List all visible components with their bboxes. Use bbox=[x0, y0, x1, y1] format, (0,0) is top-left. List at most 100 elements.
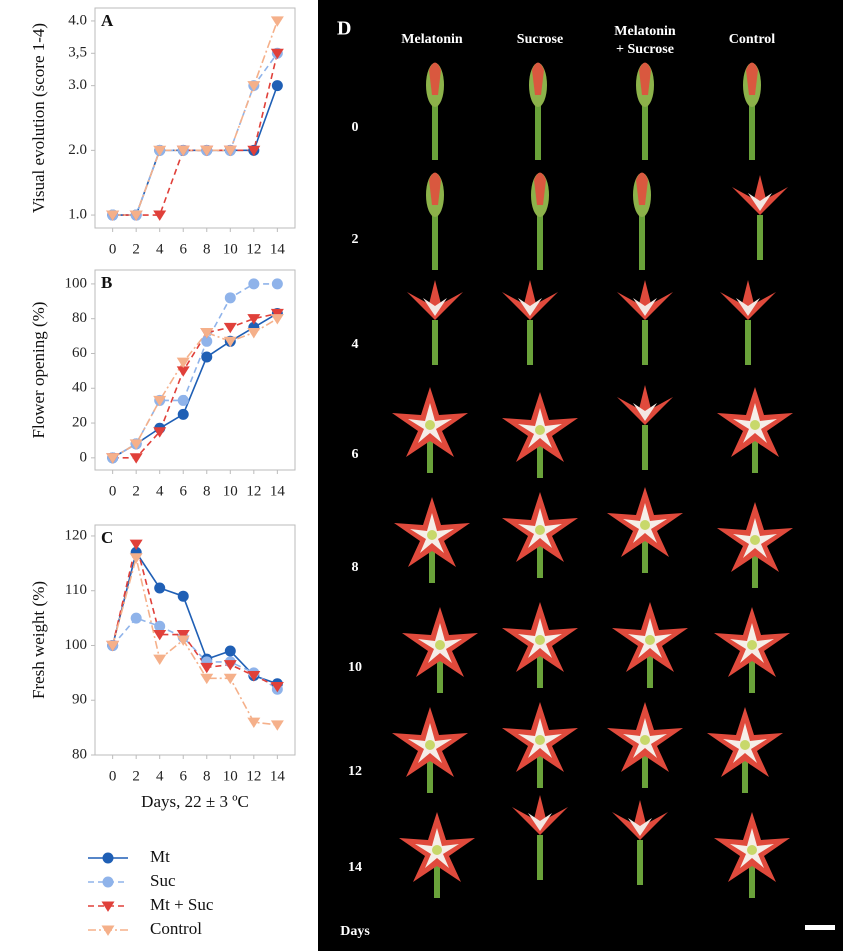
marker bbox=[154, 582, 166, 594]
x-tick-label: 8 bbox=[203, 768, 211, 784]
series-line bbox=[112, 312, 278, 459]
legend-marker bbox=[102, 852, 114, 864]
row-label: 10 bbox=[348, 660, 362, 675]
marker bbox=[200, 145, 214, 157]
marker bbox=[129, 539, 143, 551]
marker bbox=[247, 717, 261, 728]
y-tick-label: 0 bbox=[80, 449, 88, 465]
x-tick-label: 12 bbox=[246, 241, 261, 257]
series-line bbox=[112, 283, 278, 459]
y-tick-label: 3,5 bbox=[68, 45, 87, 61]
marker bbox=[176, 629, 190, 641]
marker bbox=[153, 395, 167, 407]
x-tick-label: 0 bbox=[109, 241, 117, 257]
marker bbox=[200, 662, 214, 674]
marker bbox=[153, 145, 167, 157]
row-label: 0 bbox=[352, 120, 359, 135]
marker bbox=[176, 357, 190, 369]
y-tick-label: 4.0 bbox=[68, 12, 87, 28]
photo-background bbox=[318, 0, 843, 951]
marker bbox=[247, 314, 261, 325]
x-tick-label: 10 bbox=[223, 483, 238, 499]
x-tick-label: 2 bbox=[132, 241, 140, 257]
marker bbox=[201, 335, 213, 347]
legend-marker bbox=[101, 925, 115, 936]
marker bbox=[224, 292, 236, 304]
series-line bbox=[112, 52, 278, 216]
legend-label: Mt + Suc bbox=[150, 895, 214, 914]
row-label: 2 bbox=[352, 232, 359, 247]
column-header: Control bbox=[729, 32, 776, 47]
y-tick-label: 40 bbox=[72, 380, 87, 396]
marker bbox=[129, 439, 143, 450]
marker bbox=[153, 427, 167, 438]
x-tick-label: 8 bbox=[203, 241, 211, 257]
x-tick-label: 8 bbox=[203, 483, 211, 499]
column-header: + Sucrose bbox=[616, 42, 674, 57]
y-tick-label: 2.0 bbox=[68, 142, 87, 158]
marker bbox=[271, 80, 283, 92]
panel-letter: D bbox=[337, 18, 351, 40]
y-tick-label: 20 bbox=[72, 414, 87, 430]
marker bbox=[247, 81, 261, 92]
x-tick-label: 0 bbox=[109, 768, 117, 784]
y-tick-label: 90 bbox=[72, 692, 87, 708]
column-header: Sucrose bbox=[517, 32, 563, 47]
marker bbox=[177, 590, 189, 602]
series-line bbox=[112, 318, 278, 459]
marker bbox=[129, 453, 143, 464]
y-tick-label: 100 bbox=[65, 637, 88, 653]
y-tick-label: 110 bbox=[65, 582, 87, 598]
marker bbox=[153, 210, 167, 221]
y-axis-label: Fresh weight (%) bbox=[29, 581, 48, 699]
plot-frame bbox=[94, 269, 296, 471]
row-label: 8 bbox=[352, 560, 359, 575]
scale-bar bbox=[805, 925, 835, 930]
plot-frame bbox=[94, 7, 296, 229]
y-axis-label: Flower opening (%) bbox=[29, 302, 48, 439]
marker bbox=[223, 660, 237, 671]
marker bbox=[270, 681, 284, 693]
legend-label: Suc bbox=[150, 871, 176, 890]
y-tick-label: 120 bbox=[65, 527, 88, 543]
x-tick-label: 2 bbox=[132, 768, 140, 784]
marker bbox=[200, 673, 214, 685]
panel-letter: B bbox=[101, 273, 112, 292]
row-label: 6 bbox=[352, 447, 359, 462]
x-tick-label: 12 bbox=[246, 483, 261, 499]
legend-label: Control bbox=[150, 919, 202, 938]
marker bbox=[106, 640, 120, 652]
marker bbox=[223, 145, 237, 157]
marker bbox=[106, 453, 120, 464]
legend-label: Mt bbox=[150, 847, 170, 866]
marker bbox=[176, 366, 190, 377]
marker bbox=[223, 673, 237, 685]
x-tick-label: 4 bbox=[156, 483, 164, 499]
marker bbox=[247, 671, 261, 682]
y-axis-label: Visual evolution (score 1-4) bbox=[29, 23, 48, 213]
marker bbox=[153, 629, 167, 641]
marker bbox=[224, 645, 236, 657]
marker bbox=[270, 308, 284, 320]
marker bbox=[177, 408, 189, 420]
legend-marker bbox=[102, 876, 114, 888]
x-tick-label: 14 bbox=[270, 768, 286, 784]
x-tick-label: 10 bbox=[223, 768, 238, 784]
column-header: Melatonin bbox=[614, 24, 676, 39]
plot-frame bbox=[94, 524, 296, 756]
marker bbox=[177, 394, 189, 406]
marker bbox=[201, 351, 213, 363]
marker bbox=[153, 654, 167, 666]
marker bbox=[130, 612, 142, 624]
marker bbox=[200, 328, 214, 339]
x-tick-label: 4 bbox=[156, 768, 164, 784]
marker bbox=[271, 278, 283, 290]
row-label: 14 bbox=[348, 860, 362, 875]
marker bbox=[176, 145, 190, 157]
x-tick-label: 6 bbox=[179, 483, 187, 499]
column-header: Melatonin bbox=[401, 32, 463, 47]
row-axis-label: Days bbox=[340, 924, 370, 939]
x-tick-label: 6 bbox=[179, 241, 187, 257]
marker bbox=[247, 145, 261, 157]
